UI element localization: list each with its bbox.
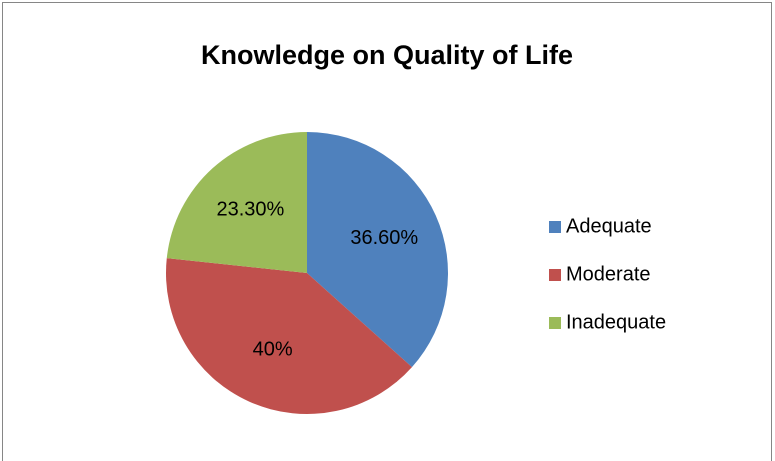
legend-label: Moderate	[566, 263, 651, 285]
legend-label: Inadequate	[566, 311, 666, 333]
data-label: 23.30%	[216, 198, 284, 220]
legend-swatch	[549, 317, 561, 329]
legend-swatch	[549, 269, 561, 281]
data-label: 40%	[253, 339, 293, 361]
chart-title: Knowledge on Quality of Life	[201, 40, 573, 70]
legend-label: Adequate	[566, 215, 652, 237]
data-label: 36.60%	[350, 227, 418, 249]
pie-slice	[166, 132, 307, 273]
legend-swatch	[549, 221, 561, 233]
pie-slice	[307, 132, 448, 368]
pie-slice	[166, 258, 412, 414]
